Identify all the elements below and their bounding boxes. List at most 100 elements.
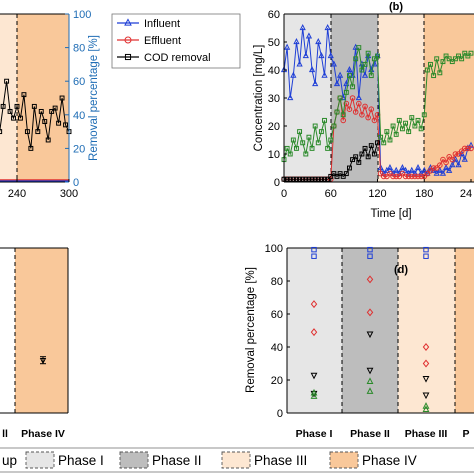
data-point	[423, 246, 429, 253]
panel-label: (d)	[394, 264, 408, 276]
data-point	[390, 123, 396, 129]
data-point	[39, 358, 47, 365]
data-point	[31, 103, 37, 109]
phase-iv-band	[17, 14, 69, 182]
data-point	[384, 129, 390, 135]
phase-iv-band	[424, 14, 474, 182]
data-point	[331, 123, 337, 129]
data-point	[310, 372, 318, 380]
data-point	[449, 161, 456, 168]
data-point	[0, 129, 3, 135]
phase-iv-band	[455, 248, 474, 413]
data-point	[334, 109, 340, 115]
data-point	[362, 103, 368, 110]
data-point	[343, 89, 349, 95]
data-point	[353, 154, 359, 160]
data-point	[362, 61, 368, 67]
data-point	[331, 171, 337, 177]
data-point	[343, 100, 350, 107]
phase-iii-band	[0, 248, 15, 413]
data-point	[412, 123, 418, 129]
data-point	[328, 173, 334, 179]
data-point	[377, 170, 384, 177]
x-tick-label: 120	[368, 188, 386, 200]
data-point	[375, 53, 380, 59]
legend-label: Influent	[144, 18, 180, 30]
y-tick-label: 0	[274, 177, 280, 189]
data-point	[287, 151, 293, 157]
data-point	[430, 165, 437, 171]
data-point	[433, 169, 440, 176]
data-point	[337, 171, 343, 177]
data-point	[422, 402, 430, 409]
data-point	[399, 126, 405, 132]
data-point	[311, 253, 317, 259]
data-point	[315, 176, 321, 182]
data-point	[294, 176, 299, 182]
phase-iv-band	[15, 248, 68, 413]
data-point	[45, 137, 51, 143]
data-point	[340, 112, 346, 118]
data-point	[418, 173, 424, 180]
x-tick-label: Phase III	[405, 428, 448, 440]
removal-points	[310, 246, 430, 413]
data-point	[375, 140, 380, 146]
legend-label: Phase II	[152, 453, 202, 468]
data-point	[402, 173, 409, 180]
data-point	[396, 117, 402, 123]
data-point	[300, 176, 306, 182]
data-point	[366, 275, 374, 284]
data-point	[414, 163, 422, 171]
data-point	[409, 115, 415, 121]
data-point	[421, 166, 428, 173]
data-point	[310, 300, 318, 309]
y-tick-label: 100	[265, 243, 283, 255]
data-point	[340, 117, 347, 124]
data-point	[359, 67, 365, 73]
data-point	[287, 176, 293, 182]
data-point	[367, 253, 373, 259]
data-point	[462, 50, 468, 56]
data-point	[333, 79, 341, 87]
data-point	[461, 145, 468, 152]
phase-iii-band	[398, 248, 455, 413]
data-point	[312, 176, 318, 182]
data-point	[418, 126, 424, 132]
data-point	[368, 106, 375, 112]
data-point	[290, 71, 297, 78]
data-point	[365, 114, 371, 121]
y-axis-label: Removal percentage [%]	[245, 267, 257, 393]
data-point	[327, 51, 334, 59]
data-point	[340, 173, 346, 179]
data-point	[309, 145, 315, 151]
data-point	[303, 176, 309, 182]
data-point	[302, 51, 309, 59]
x-tick-label: P	[462, 428, 469, 440]
data-point	[352, 109, 359, 115]
data-point	[346, 106, 353, 112]
data-point	[396, 173, 403, 180]
data-point	[387, 137, 393, 143]
data-point	[422, 359, 430, 368]
data-point	[318, 129, 324, 135]
data-point	[465, 53, 471, 59]
data-point	[350, 157, 356, 163]
x-tick-label: 240	[8, 188, 26, 200]
data-point	[296, 60, 303, 67]
data-point	[299, 23, 306, 31]
y-tick-label: 40	[268, 65, 280, 77]
data-point	[393, 131, 399, 137]
y-tick-label: 60	[268, 9, 280, 21]
right-y-axis-label: Removal percentage [%]	[88, 35, 100, 161]
data-point	[458, 148, 465, 154]
data-point	[322, 176, 327, 182]
data-point	[378, 134, 384, 140]
data-point	[359, 112, 365, 118]
data-point	[300, 140, 306, 146]
data-point	[356, 100, 362, 107]
x-tick-label: Phase IV	[21, 428, 65, 440]
data-point	[312, 79, 319, 87]
data-point	[366, 377, 374, 384]
data-point	[63, 122, 68, 128]
